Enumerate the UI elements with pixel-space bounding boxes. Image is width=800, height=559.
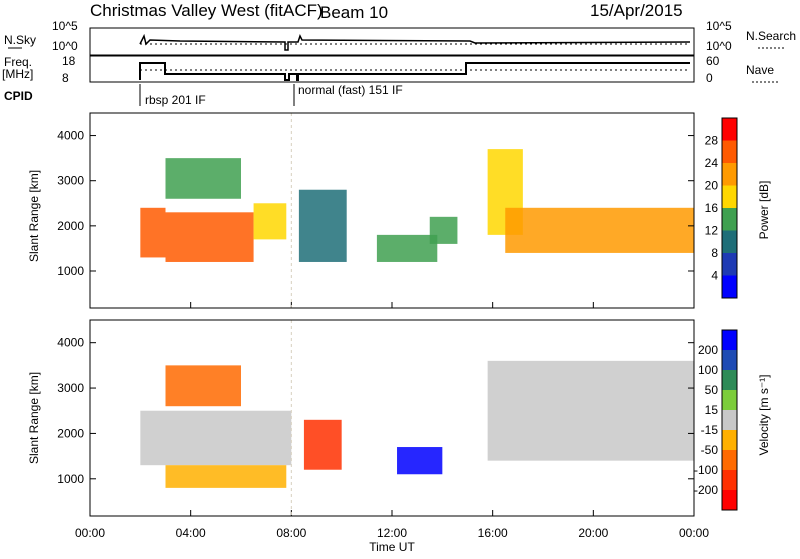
vel-y-tick-label: 2000 xyxy=(57,426,84,440)
nave-label: Nave xyxy=(746,63,774,77)
nave-tick-top: 60 xyxy=(706,54,720,68)
power-plot-frame xyxy=(89,112,695,309)
freq-panel-frame xyxy=(89,55,695,83)
nsearch-tick-bottom: 10^0 xyxy=(706,39,732,53)
power-colorbar-swatch xyxy=(722,163,737,186)
power-y-tick-label: 1000 xyxy=(57,264,84,278)
velocity-colorbar-swatch xyxy=(722,370,737,391)
nsky-tick-bottom: 10^0 xyxy=(52,39,78,53)
freq-trace xyxy=(139,62,690,81)
power-plot: 4000 3000 2000 1000 xyxy=(57,113,695,308)
x-tick-label: 04:00 xyxy=(176,526,206,540)
vel-echo-region xyxy=(140,410,292,466)
power-colorbar-tick: 12 xyxy=(705,224,719,238)
vel-echo-region xyxy=(165,365,241,407)
velocity-colorbar-tick: 200 xyxy=(698,343,718,357)
vel-y-tick-label: 4000 xyxy=(57,336,84,350)
freq-tick-bottom: 8 xyxy=(62,71,69,85)
velocity-colorbar-swatch xyxy=(722,350,737,371)
velocity-colorbar-tick: -100 xyxy=(694,463,718,477)
velocity-plot: 4000 3000 2000 1000 xyxy=(57,320,695,516)
power-colorbar-tick: 16 xyxy=(705,201,719,215)
cpid-label: CPID xyxy=(4,89,33,103)
power-echo-region xyxy=(165,212,254,262)
freq-label: Freq. xyxy=(4,55,32,69)
power-colorbar-tick: 8 xyxy=(711,246,718,260)
cpid-mode-1: rbsp 201 IF xyxy=(145,93,206,107)
vel-echo-region xyxy=(303,419,342,470)
power-echo-region xyxy=(165,158,241,199)
date-label: 15/Apr/2015 xyxy=(590,1,683,20)
velocity-colorbar-swatch xyxy=(722,490,737,511)
power-y-tick-label: 2000 xyxy=(57,219,84,233)
x-tick-label: 08:00 xyxy=(276,526,306,540)
power-colorbar-swatch xyxy=(722,118,737,141)
velocity-colorbar-tick: 100 xyxy=(698,363,718,377)
velocity-colorbar-swatch xyxy=(722,430,737,451)
velocity-colorbar: 200 100 50 15 -15 -50 -100 -200 xyxy=(694,329,738,511)
vel-echo-region xyxy=(397,447,443,475)
power-colorbar-swatch xyxy=(722,208,737,231)
nsky-label: N.Sky xyxy=(4,33,36,47)
x-tick-label: 12:00 xyxy=(377,526,407,540)
x-tick-label: 20:00 xyxy=(578,526,608,540)
power-colorbar-tick: 4 xyxy=(711,269,718,283)
power-colorbar-swatch xyxy=(722,230,737,254)
power-colorbar-swatch xyxy=(722,253,737,276)
nave-tick-bottom: 0 xyxy=(706,71,713,85)
power-colorbar: 28 24 20 16 12 8 4 xyxy=(705,117,738,299)
x-tick-label: 00:00 xyxy=(679,526,709,540)
velocity-colorbar-swatch xyxy=(722,330,737,351)
power-echo-region xyxy=(140,207,166,258)
freq-tick-top: 18 xyxy=(62,54,76,68)
power-echo-region xyxy=(376,234,438,262)
beam-label: Beam 10 xyxy=(320,3,388,22)
velocity-colorbar-tick: 15 xyxy=(705,403,719,417)
velocity-colorbar-swatch xyxy=(722,390,737,411)
velocity-colorbar-label: Velocity [m s⁻¹] xyxy=(757,374,771,455)
nsky-trace xyxy=(139,33,691,51)
power-ylabel: Slant Range [km] xyxy=(27,170,41,262)
power-colorbar-tick: 24 xyxy=(705,156,719,170)
velocity-colorbar-tick: 50 xyxy=(705,383,719,397)
x-tick-label: 16:00 xyxy=(478,526,508,540)
power-colorbar-label: Power [dB] xyxy=(757,181,771,240)
x-tick-label: 00:00 xyxy=(75,526,105,540)
power-echo-region xyxy=(429,216,458,244)
power-y-tick-label: 4000 xyxy=(57,129,84,143)
velocity-ylabel: Slant Range [km] xyxy=(27,372,41,464)
power-y-tick-label: 3000 xyxy=(57,174,84,188)
power-colorbar-tick: 20 xyxy=(705,179,719,193)
vel-y-tick-label: 1000 xyxy=(57,472,84,486)
vel-echo-region xyxy=(487,360,694,461)
power-colorbar-frame xyxy=(721,117,738,299)
nsky-tick-top: 10^5 xyxy=(52,19,78,33)
velocity-colorbar-tick: -15 xyxy=(701,423,719,437)
power-colorbar-swatch xyxy=(722,140,737,164)
cpid-mode-2: normal (fast) 151 IF xyxy=(298,83,403,97)
velocity-colorbar-tick: -200 xyxy=(694,483,718,497)
velocity-colorbar-frame xyxy=(721,329,738,511)
velocity-colorbar-swatch xyxy=(722,410,737,431)
velocity-colorbar-tick: -50 xyxy=(701,443,719,457)
nsearch-label: N.Search xyxy=(746,29,796,43)
power-echo-region xyxy=(505,207,694,253)
power-echo-region xyxy=(298,189,347,262)
x-axis-label: Time UT xyxy=(369,540,415,554)
freq-unit: [MHz] xyxy=(2,67,33,81)
power-colorbar-swatch xyxy=(722,275,737,299)
noise-panel-frame xyxy=(89,27,695,56)
velocity-colorbar-swatch xyxy=(722,470,737,491)
station-title: Christmas Valley West (fitACF) xyxy=(90,1,323,20)
power-colorbar-tick: 28 xyxy=(705,134,719,148)
vel-y-tick-label: 3000 xyxy=(57,381,84,395)
nsearch-tick-top: 10^5 xyxy=(706,19,732,33)
power-echo-region xyxy=(253,203,287,240)
velocity-plot-frame xyxy=(89,319,695,517)
x-axis-ticks: 00:00 04:00 08:00 12:00 16:00 20:00 00:00 xyxy=(75,526,709,540)
velocity-colorbar-swatch xyxy=(722,450,737,471)
power-colorbar-swatch xyxy=(722,185,737,209)
vel-echo-region xyxy=(165,465,287,488)
